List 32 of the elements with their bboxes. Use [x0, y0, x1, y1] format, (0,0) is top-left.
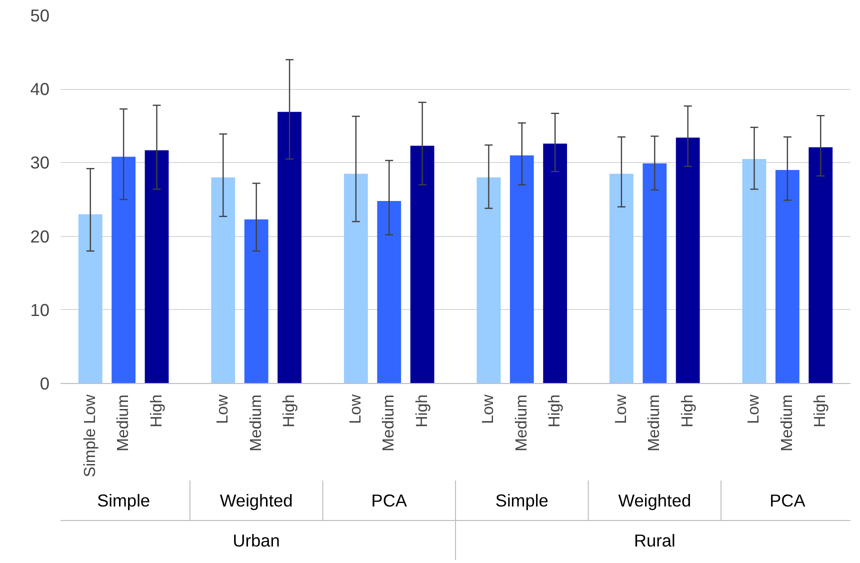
text: Weighted	[220, 490, 293, 510]
y-tick-label: 20	[30, 226, 50, 246]
x-tick-label: Medium	[248, 394, 265, 452]
x-tick-label: Medium	[380, 394, 398, 452]
x-tick-label: High	[679, 394, 696, 428]
x-tick-label: High	[414, 394, 431, 428]
x-tick-label: Low	[746, 394, 763, 424]
x-tick-label: Medium	[778, 394, 796, 452]
x-tick-label: Simple Low	[82, 394, 99, 478]
x-tick-label: High	[812, 394, 830, 428]
x-tick-label: Medium	[646, 394, 664, 452]
x-tick-label: Low	[480, 394, 498, 424]
y-tick-label: 10	[30, 300, 50, 320]
text: Simple	[495, 490, 548, 510]
x-tick-label: Medium	[115, 394, 132, 452]
x-tick-label: High	[281, 394, 298, 428]
text: PCA	[371, 490, 408, 510]
x-tick-label: Low	[214, 394, 232, 424]
text: Urban	[232, 530, 280, 550]
y-tick-label: 0	[40, 374, 50, 394]
text: Simple	[97, 490, 150, 510]
text: PCA	[770, 490, 806, 510]
x-tick-label: Medium	[513, 394, 530, 452]
y-tick-label: 40	[30, 79, 50, 100]
text: Weighted	[618, 490, 692, 510]
x-tick-label: High	[546, 394, 564, 428]
x-tick-label: Low	[612, 394, 630, 424]
x-tick-label: High	[148, 394, 166, 428]
x-tick-label: Low	[347, 394, 364, 424]
y-tick-label: 50	[30, 6, 50, 26]
text: Rural	[634, 530, 676, 550]
y-tick-label: 30	[30, 152, 50, 173]
